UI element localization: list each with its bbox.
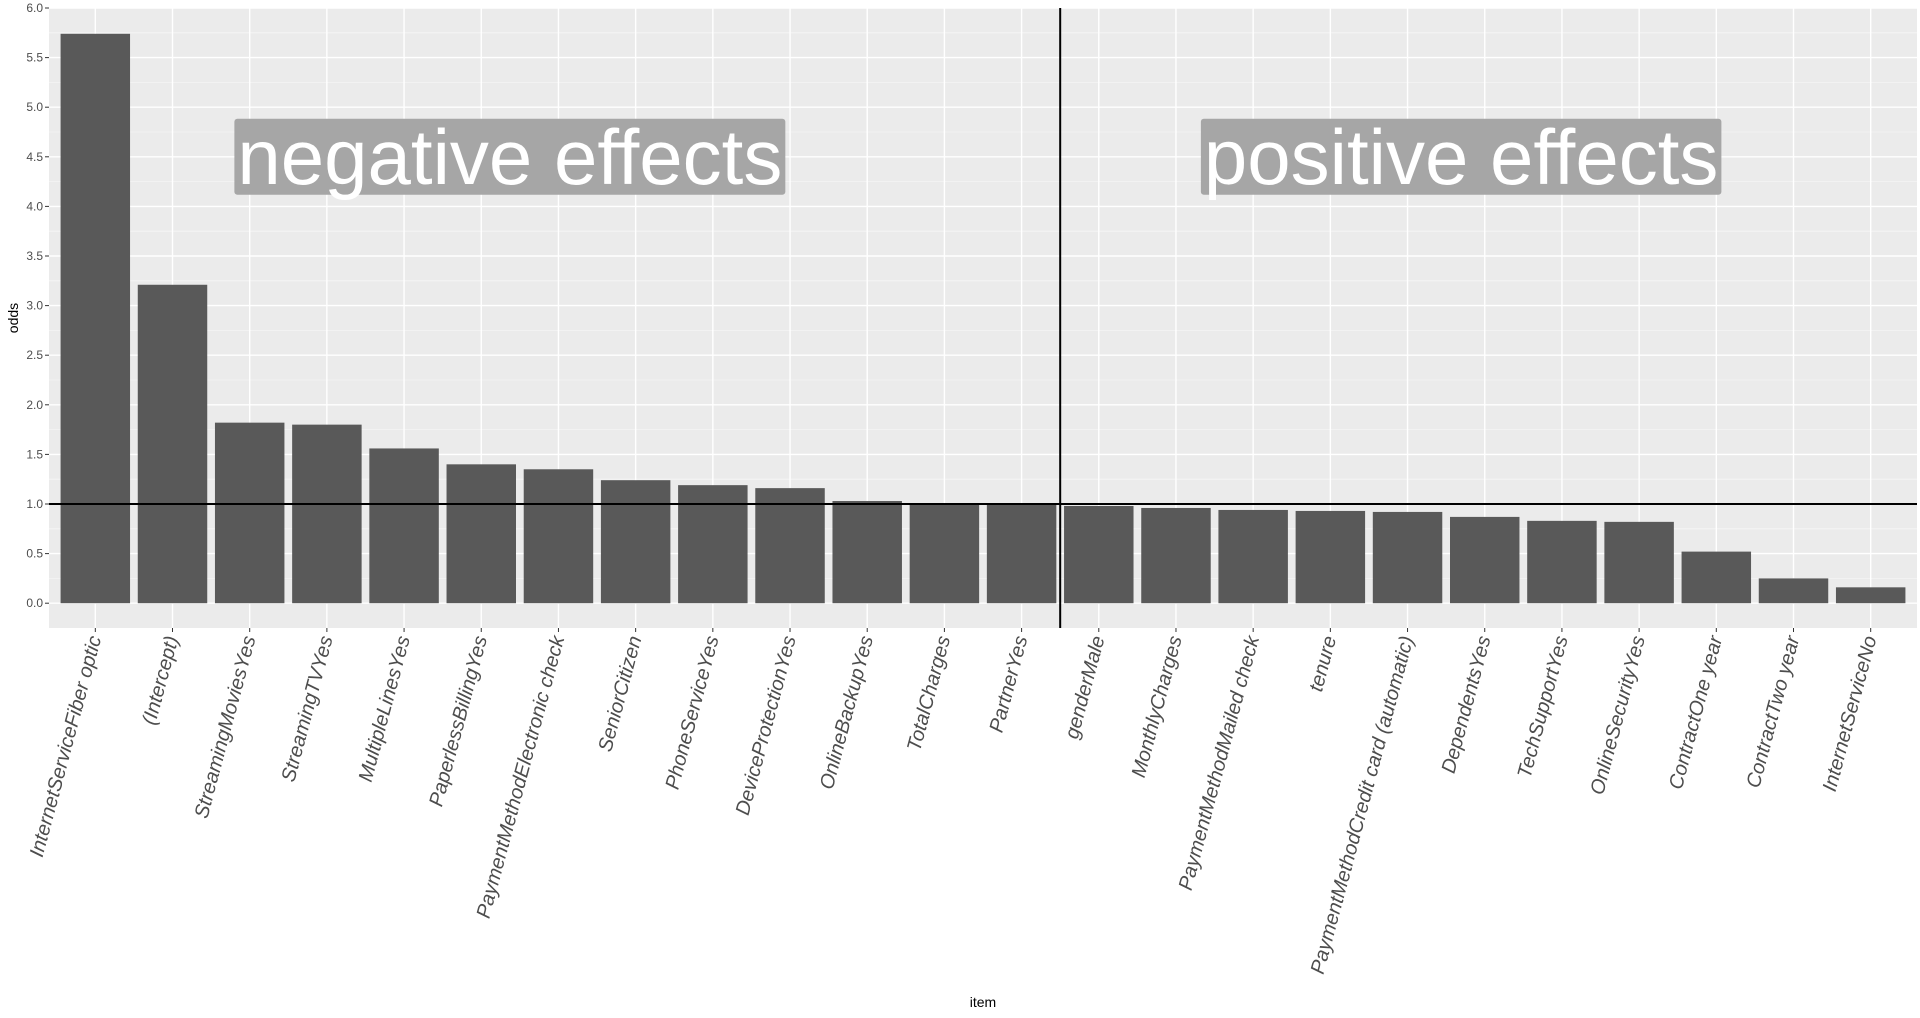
bar <box>986 504 1057 604</box>
x-tick-label: TotalCharges <box>903 634 955 754</box>
bar <box>1141 507 1211 604</box>
bar <box>832 501 902 604</box>
bar <box>909 504 980 604</box>
bar <box>1681 551 1752 604</box>
bar <box>755 488 825 604</box>
x-tick-label: tenure <box>1305 634 1341 694</box>
x-tick-label: PaymentMethodMailed check <box>1175 633 1264 893</box>
x-tick-label: DependentsYes <box>1438 634 1496 776</box>
x-tick-label: PaperlessBillingYes <box>425 634 492 809</box>
y-tick-label: 3.5 <box>26 249 43 263</box>
bar <box>1835 587 1906 604</box>
x-tick-label: StreamingMoviesYes <box>191 634 261 821</box>
y-tick-label: 5.0 <box>26 100 43 114</box>
bar <box>60 33 131 604</box>
x-tick-label: MonthlyCharges <box>1128 634 1187 780</box>
bar <box>446 464 516 604</box>
annotation-label: positive effects <box>1200 113 1722 201</box>
y-tick-label: 1.5 <box>26 447 43 461</box>
bar <box>1527 520 1597 604</box>
x-tick-label: PaymentMethodElectronic check <box>473 633 570 921</box>
annotation-text: positive effects <box>1204 113 1719 201</box>
x-axis: InternetServiceFiber optic (Intercept) Str… <box>26 628 1882 976</box>
y-tick-label: 0.0 <box>26 596 43 610</box>
bar <box>369 448 439 604</box>
y-tick-label: 0.5 <box>26 547 43 561</box>
y-tick-label: 2.0 <box>26 398 43 412</box>
y-tick-label: 4.5 <box>26 150 43 164</box>
bar <box>1450 516 1520 604</box>
x-tick-label: TechSupportYes <box>1514 634 1573 781</box>
bars <box>60 33 1906 604</box>
x-tick-label: OnlineSecurityYes <box>1586 634 1650 798</box>
annotation-box <box>234 118 786 195</box>
x-tick-label: genderMale <box>1061 634 1110 742</box>
annotation-box <box>1200 118 1722 195</box>
y-tick-label: 4.0 <box>26 199 43 213</box>
bar <box>1372 511 1443 604</box>
bar <box>292 424 362 604</box>
bar <box>678 485 748 604</box>
x-tick-label: ContractTwo year <box>1743 632 1805 790</box>
x-tick-label: StreamingTVYes <box>278 634 338 785</box>
bar <box>600 480 671 604</box>
bar <box>1295 510 1366 604</box>
y-tick-label: 5.5 <box>26 51 43 65</box>
x-tick-label: DeviceProtectionYes <box>732 634 801 818</box>
annotation-text: negative effects <box>237 113 782 201</box>
bar <box>1218 509 1288 604</box>
x-tick-label: MultipleLinesYes <box>355 634 415 785</box>
bar <box>214 422 285 604</box>
x-tick-label: InternetServiceNo <box>1819 634 1882 794</box>
x-tick-label: OnlineBackupYes <box>816 634 878 792</box>
x-tick-label: ContractOne year <box>1665 632 1727 791</box>
bar <box>1604 521 1674 604</box>
y-axis-title: odds <box>5 303 21 333</box>
x-tick-label: SeniorCitizen <box>594 634 646 755</box>
annotation-label: negative effects <box>234 113 786 201</box>
y-tick-label: 6.0 <box>26 1 43 15</box>
bar <box>137 284 208 604</box>
bar <box>1064 505 1134 604</box>
effect-annotations: negative effects positive effects <box>234 113 1722 201</box>
x-tick-label: PartnerYes <box>986 634 1033 735</box>
bar <box>523 469 594 604</box>
y-tick-label: 3.0 <box>26 299 43 313</box>
y-tick-label: 1.0 <box>26 497 43 511</box>
x-axis-title: item <box>970 994 996 1010</box>
x-tick-label: (Intercept) <box>138 634 183 728</box>
y-axis: 0.0 0.5 1.0 1.5 2.0 2.5 3.0 3.5 4.0 4.5 5.0 5.5 6.0 <box>26 1 49 610</box>
bar <box>1758 578 1829 604</box>
y-tick-label: 2.5 <box>26 348 43 362</box>
x-tick-label: PhoneServiceYes <box>662 634 724 792</box>
x-tick-label: InternetServiceFiber optic <box>26 634 106 860</box>
